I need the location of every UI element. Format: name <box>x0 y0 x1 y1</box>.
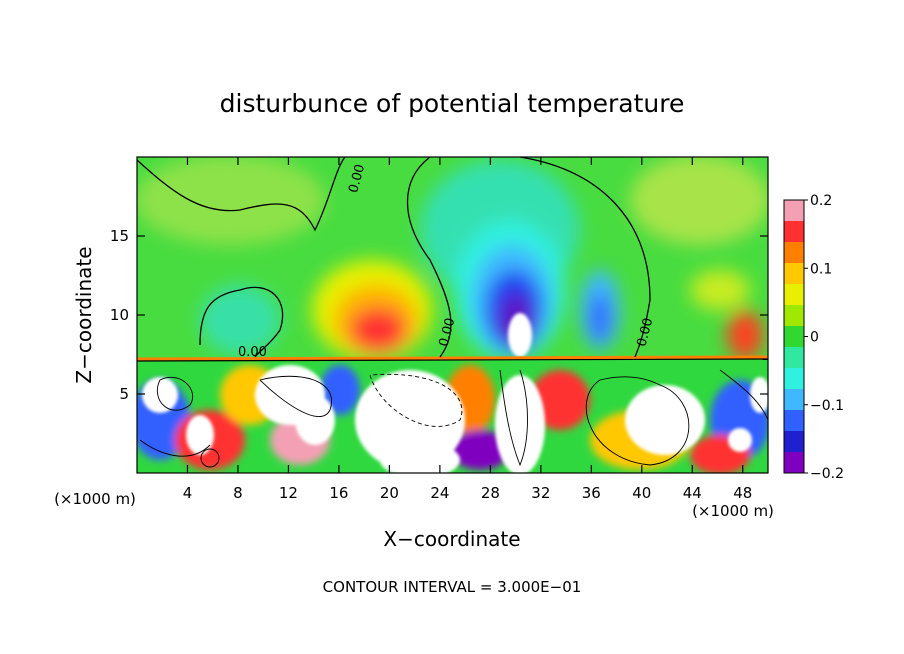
colorbar-swatch <box>784 263 804 285</box>
contour-label: 0.00 <box>436 316 458 348</box>
x-unit-right: (×1000 m) <box>692 502 774 520</box>
colorbar-swatch <box>784 368 804 390</box>
colorbar-swatch <box>784 242 804 264</box>
x-axis: 4 8 12 16 20 24 28 32 36 40 44 48 <box>183 157 752 502</box>
colorbar <box>784 200 804 474</box>
contour-label: 0.00 <box>634 316 656 348</box>
colorbar-swatch <box>784 347 804 369</box>
colorbar-swatch <box>784 410 804 432</box>
colorbar-tick-label: −0.1 <box>810 398 844 414</box>
x-tick-label: 4 <box>183 484 193 502</box>
colorbar-swatch <box>784 452 804 474</box>
x-tick-label: 12 <box>279 484 298 502</box>
colorbar-tick-label: 0.2 <box>810 193 832 209</box>
colorbar-tick-label: 0.1 <box>810 261 832 277</box>
x-tick-label: 24 <box>430 484 449 502</box>
y-tick-label: 10 <box>110 306 129 324</box>
x-tick-label: 44 <box>683 484 702 502</box>
contour-interval-note: CONTOUR INTERVAL = 3.000E−01 <box>323 578 582 596</box>
x-tick-label: 40 <box>632 484 651 502</box>
colorbar-swatch <box>784 221 804 243</box>
contour-label: 0.00 <box>238 345 267 360</box>
x-axis-label: X−coordinate <box>383 527 520 551</box>
colorbar-swatch <box>784 431 804 453</box>
colorbar-swatch <box>784 326 804 348</box>
y-axis: 5 10 15 <box>110 227 768 403</box>
x-tick-label: 8 <box>233 484 243 502</box>
contour-labels: 0.00 0.00 0.00 0.00 <box>238 163 656 360</box>
colorbar-tick-label: −0.2 <box>810 466 844 482</box>
contour-label: 0.00 <box>346 163 368 195</box>
x-tick-label: 16 <box>329 484 348 502</box>
heatmap-field <box>137 157 768 473</box>
y-tick-label: 15 <box>110 227 129 245</box>
x-tick-label: 36 <box>582 484 601 502</box>
colorbar-tick-label: 0 <box>810 330 819 346</box>
y-tick-label: 5 <box>119 385 129 403</box>
x-tick-label: 48 <box>733 484 752 502</box>
chart-title: disturbunce of potential temperature <box>220 89 685 118</box>
colorbar-swatch <box>784 284 804 306</box>
colorbar-ticks: 0.2 0.1 0 −0.1 −0.2 <box>804 193 844 482</box>
x-unit-left: (×1000 m) <box>54 490 136 508</box>
x-tick-label: 28 <box>481 484 500 502</box>
x-tick-label: 32 <box>531 484 550 502</box>
colorbar-swatch <box>784 305 804 327</box>
y-axis-label: Z−coordinate <box>72 246 96 383</box>
colorbar-swatch <box>784 389 804 411</box>
x-tick-label: 20 <box>380 484 399 502</box>
colorbar-swatch <box>784 200 804 222</box>
